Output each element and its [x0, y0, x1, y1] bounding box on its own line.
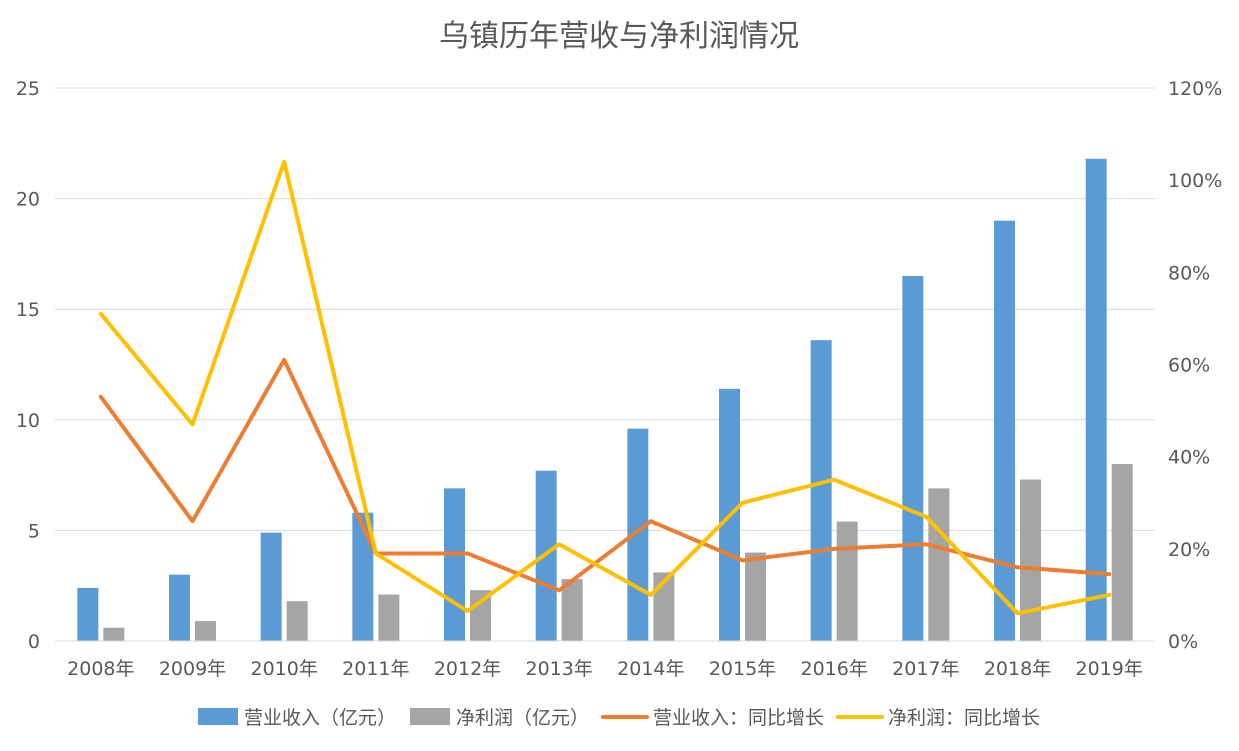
bar — [169, 574, 190, 641]
left-axis-tick-label: 10 — [16, 410, 40, 432]
series-line — [98, 159, 1112, 616]
x-axis-tick-label: 2012年 — [434, 658, 501, 680]
bar — [810, 340, 832, 641]
right-axis-tick-label: 80% — [1168, 262, 1210, 284]
x-axis-tick-label: 2013年 — [525, 658, 592, 680]
legend-marker — [410, 708, 450, 725]
bar — [994, 220, 1015, 641]
bar — [627, 428, 649, 641]
right-axis-tick-label: 0% — [1168, 631, 1198, 653]
left-axis-tick-label: 0 — [28, 631, 40, 653]
line-series — [98, 159, 1112, 616]
x-axis-tick-label: 2008年 — [67, 658, 134, 680]
right-axis-tick-label: 100% — [1168, 170, 1222, 192]
bar — [195, 621, 216, 641]
legend-label: 营业收入（亿元） — [244, 707, 396, 729]
right-axis-tick-label: 20% — [1168, 539, 1210, 561]
x-axis-tick-label: 2014年 — [617, 658, 684, 680]
axes: 0 5 10 15 20 25 0% 20% 40% 60% 80% 100% 120% 2008年 200… — [16, 78, 1223, 680]
x-axis-tick-label: 2016年 — [800, 658, 867, 680]
right-axis-tick-label: 60% — [1168, 355, 1210, 377]
x-axis-tick-label: 2011年 — [342, 658, 409, 680]
bar — [352, 512, 374, 641]
bar — [1020, 479, 1041, 641]
x-axis-tick-label: 2010年 — [250, 658, 317, 680]
bar — [286, 601, 308, 641]
bar — [902, 276, 924, 641]
bar — [77, 587, 99, 641]
bar-series — [77, 158, 1133, 641]
x-axis-tick-label: 2015年 — [709, 658, 776, 680]
bar — [745, 552, 766, 641]
legend-label: 净利润：同比增长 — [888, 707, 1040, 729]
left-axis-tick-label: 15 — [16, 299, 40, 321]
bar — [836, 521, 858, 641]
bar — [561, 579, 583, 641]
x-axis-tick-label: 2019年 — [1075, 658, 1142, 680]
legend-label: 净利润（亿元） — [456, 707, 589, 729]
chart-title: 乌镇历年营收与净利润情况 — [439, 19, 799, 54]
left-axis-tick-label: 25 — [16, 78, 40, 100]
right-axis-tick-label: 40% — [1168, 447, 1210, 469]
bar — [1111, 464, 1133, 641]
bar — [378, 594, 400, 641]
left-axis-tick-label: 20 — [16, 189, 40, 211]
bar — [928, 488, 950, 641]
bar — [1085, 158, 1107, 641]
x-axis-tick-label: 2009年 — [159, 658, 226, 680]
legend: 营业收入（亿元） 净利润（亿元） 营业收入：同比增长 净利润：同比增长 — [198, 707, 1040, 729]
bar — [260, 532, 282, 641]
legend-marker — [198, 708, 238, 725]
bar — [470, 590, 491, 641]
bar — [103, 627, 125, 641]
x-axis-tick-label: 2018年 — [984, 658, 1051, 680]
bar — [444, 488, 465, 641]
left-axis-tick-label: 5 — [28, 520, 40, 542]
series-line — [98, 357, 1112, 593]
x-axis-tick-label: 2017年 — [892, 658, 959, 680]
legend-label: 营业收入：同比增长 — [653, 707, 824, 729]
right-axis-tick-label: 120% — [1168, 78, 1222, 100]
